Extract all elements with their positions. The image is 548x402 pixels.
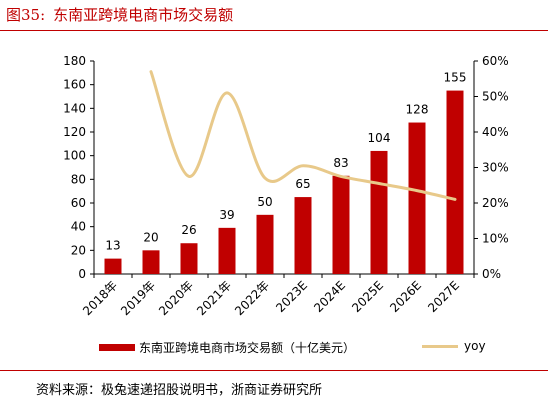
bar-value-label: 39 — [219, 208, 234, 222]
bar — [142, 250, 160, 274]
y-left-tick-label: 60 — [71, 196, 86, 210]
title-rule — [0, 30, 548, 31]
bar — [370, 150, 388, 274]
bar — [294, 197, 312, 274]
bar-value-label: 26 — [181, 223, 196, 237]
y-right-tick-label: 30% — [482, 161, 509, 175]
legend-label-line: yoy — [464, 339, 486, 353]
y-right-tick-label: 20% — [482, 196, 509, 210]
bar-value-label: 83 — [333, 156, 348, 170]
y-right-tick-label: 60% — [482, 54, 509, 68]
y-left-tick-label: 140 — [63, 101, 86, 115]
y-left-tick-label: 40 — [71, 220, 86, 234]
bar — [256, 214, 274, 274]
chart-legend: 东南亚跨境电商市场交易额（十亿美元） yoy — [0, 339, 548, 355]
legend-item-bar: 东南亚跨境电商市场交易额（十亿美元） — [99, 339, 355, 356]
legend-item-line: yoy — [422, 339, 486, 353]
y-right-tick-label: 0% — [482, 267, 501, 281]
x-tick-label: 2022年 — [232, 278, 272, 318]
y-left-tick-label: 0 — [78, 267, 86, 281]
bar-value-label: 20 — [143, 230, 158, 244]
bar-value-label: 65 — [295, 177, 310, 191]
bar — [408, 122, 426, 275]
legend-swatch-bar — [99, 344, 135, 351]
bar-value-label: 13 — [105, 239, 120, 253]
y-right-tick-label: 10% — [482, 232, 509, 246]
y-left-tick-label: 160 — [63, 78, 86, 92]
bar — [180, 243, 198, 274]
y-left-tick-label: 80 — [71, 172, 86, 186]
y-right-tick-label: 50% — [482, 90, 509, 104]
x-tick-label: 2027E — [425, 278, 462, 315]
x-tick-label: 2021年 — [194, 278, 234, 318]
bar-value-label: 104 — [368, 131, 391, 145]
figure-name: 东南亚跨境电商市场交易额 — [53, 6, 234, 24]
x-tick-label: 2024E — [311, 278, 348, 315]
y-left-tick-label: 20 — [71, 243, 86, 257]
y-left-tick-label: 100 — [63, 149, 86, 163]
legend-swatch-line — [422, 344, 458, 348]
yoy-line — [149, 70, 457, 201]
bar — [446, 90, 464, 274]
x-tick-label: 2020年 — [156, 278, 196, 318]
bar-value-label: 50 — [257, 195, 272, 209]
bar — [218, 227, 236, 274]
y-left-tick-label: 120 — [63, 125, 86, 139]
bar-value-label: 155 — [444, 71, 467, 85]
y-right-tick-label: 40% — [482, 125, 509, 139]
source-note: 资料来源：极兔速递招股说明书，浙商证券研究所 — [36, 383, 323, 398]
x-tick-label: 2025E — [349, 278, 386, 315]
legend-label-bar: 东南亚跨境电商市场交易额（十亿美元） — [139, 341, 356, 355]
figure-title: 图35: 东南亚跨境电商市场交易额 — [6, 4, 233, 25]
bar — [332, 175, 350, 274]
x-tick-label: 2023E — [273, 278, 310, 315]
figure-number: 图35: — [6, 6, 46, 24]
y-left-tick-label: 180 — [63, 54, 86, 68]
bar-value-label: 128 — [406, 103, 429, 117]
bar — [104, 258, 122, 274]
x-tick-label: 2018年 — [80, 278, 120, 318]
source-rule — [0, 370, 548, 371]
x-tick-label: 2026E — [387, 278, 424, 315]
x-tick-label: 2019年 — [118, 278, 158, 318]
